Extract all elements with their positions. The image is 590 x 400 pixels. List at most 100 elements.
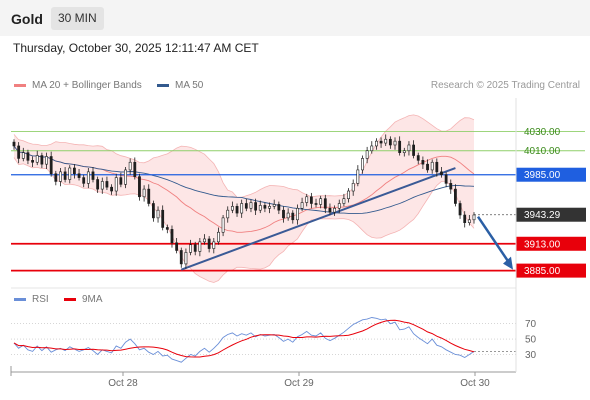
- candle-body: [82, 177, 86, 184]
- candle-body: [351, 183, 355, 192]
- candle-body: [68, 167, 72, 180]
- candle-body: [430, 161, 434, 171]
- legend-rsi: RSI: [14, 294, 49, 305]
- candle-body: [226, 209, 230, 219]
- candle-body: [412, 144, 415, 156]
- rsi-ma-line: [13, 319, 475, 358]
- candle-body: [365, 150, 369, 159]
- candle-body: [370, 145, 374, 152]
- candle-body: [291, 212, 295, 221]
- candle-body: [393, 140, 397, 146]
- candle-body: [416, 155, 420, 161]
- chart-datetime: Thursday, October 30, 2025 12:11:47 AM C…: [13, 41, 259, 55]
- candle-body: [244, 203, 248, 209]
- candle-body: [119, 177, 123, 185]
- candle-body: [217, 231, 220, 243]
- rsi-ma-swatch: [64, 298, 76, 301]
- candle-body: [179, 250, 183, 265]
- legend-rsi-ma: 9MA: [64, 294, 103, 305]
- candle-body: [31, 160, 34, 163]
- rsi-tick-50: 50: [525, 335, 537, 346]
- candle-body: [59, 171, 62, 182]
- instrument-title: Gold: [11, 11, 43, 27]
- candle-body: [100, 181, 104, 190]
- candle-body: [161, 209, 165, 228]
- candle-body: [435, 161, 439, 173]
- candle-body: [421, 160, 425, 165]
- candle-body: [175, 242, 179, 251]
- rsi-tick-70: 70: [525, 319, 537, 330]
- candle-body: [212, 241, 216, 249]
- current-price-badge: [516, 207, 586, 222]
- forecast-arrow-shaft: [476, 216, 511, 264]
- candle-body: [384, 138, 388, 144]
- level-label-4030.00: 4030.00: [524, 127, 561, 138]
- candle-body: [35, 155, 39, 163]
- candle-body: [282, 209, 285, 219]
- candle-body: [472, 214, 476, 221]
- candle-body: [193, 244, 197, 252]
- level-badge-3985.00: [516, 167, 586, 182]
- candle-body: [63, 171, 67, 180]
- candle-body: [333, 207, 337, 213]
- level-badge-3885.00: [516, 263, 586, 278]
- candle-body: [86, 171, 90, 184]
- legend-ma50: MA 50: [157, 80, 203, 91]
- candle-body: [230, 206, 234, 211]
- candle-body: [124, 169, 127, 185]
- candle-body: [26, 152, 30, 161]
- candle-body: [286, 212, 290, 219]
- candle-body: [356, 169, 360, 184]
- candle-body: [133, 161, 137, 177]
- candle-body: [114, 177, 118, 192]
- candle-body: [402, 150, 406, 153]
- candle-body: [388, 138, 392, 146]
- candle-body: [142, 188, 146, 198]
- candle-body: [21, 152, 25, 159]
- candle-body: [305, 196, 309, 203]
- candle-body: [300, 202, 304, 209]
- x-tick-label-Oct 28: Oct 28: [108, 378, 138, 389]
- candle-body: [375, 140, 378, 147]
- candle-body: [458, 203, 462, 216]
- level-badge-3913.00: [516, 236, 586, 251]
- candle-body: [328, 207, 332, 213]
- candle-body: [198, 241, 202, 252]
- rsi-tick-30: 30: [525, 350, 537, 361]
- level-label-3913.00: 3913.00: [524, 239, 561, 250]
- candle-body: [398, 140, 402, 153]
- candle-body: [235, 206, 239, 214]
- candle-body: [110, 186, 113, 192]
- ma50-line: [13, 145, 475, 214]
- candle-body: [138, 176, 141, 198]
- candle-body: [449, 183, 453, 190]
- candle-body: [73, 167, 76, 175]
- candle-body: [147, 188, 151, 204]
- candle-body: [254, 202, 258, 211]
- rsi-ma-label: 9MA: [82, 294, 103, 305]
- candle-body: [347, 190, 350, 199]
- candle-body: [319, 198, 323, 205]
- candle-body: [207, 238, 211, 249]
- candle-body: [342, 198, 346, 204]
- bollinger-upper-line: [13, 114, 475, 198]
- timeframe-badge[interactable]: 30 MIN: [51, 7, 104, 30]
- candle-body: [12, 141, 16, 147]
- ma50-label: MA 50: [175, 80, 204, 91]
- rsi-swatch: [14, 298, 26, 301]
- ma50-swatch: [157, 84, 169, 87]
- candle-body: [128, 161, 132, 171]
- candle-body: [240, 203, 244, 214]
- candle-body: [54, 173, 58, 182]
- candle-body: [337, 203, 341, 209]
- bollinger-band-fill: [14, 114, 474, 283]
- candle-body: [221, 217, 225, 233]
- level-label-3885.00: 3885.00: [524, 266, 561, 277]
- candle-body: [170, 229, 174, 244]
- candle-body: [258, 205, 262, 211]
- candle-body: [249, 202, 253, 209]
- x-tick-label-Oct 30: Oct 30: [460, 378, 490, 389]
- candle-body: [151, 203, 155, 219]
- candle-body: [314, 203, 318, 205]
